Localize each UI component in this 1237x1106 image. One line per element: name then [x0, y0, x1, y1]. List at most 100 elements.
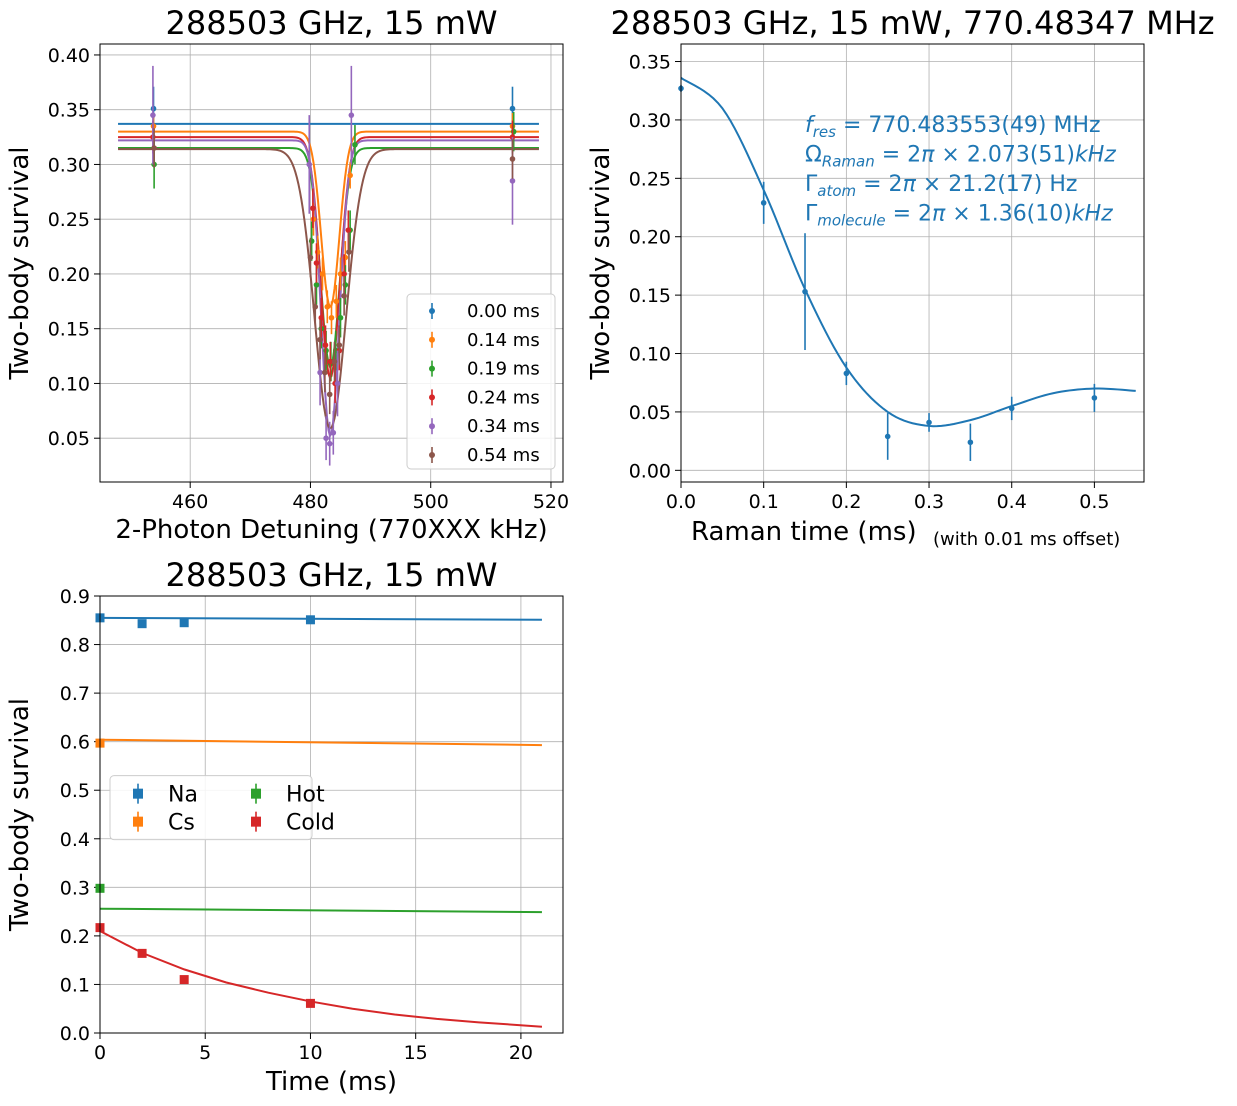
- annotation-part: Raman: [822, 153, 875, 171]
- fit-annotation: Γatom = 2π × 21.2(17) Hz: [805, 172, 1077, 200]
- data-point-4: [306, 161, 313, 168]
- legend-marker: [251, 816, 261, 827]
- y-tick-label: 0.15: [48, 319, 90, 341]
- y-tick-label: 0.00: [629, 460, 671, 482]
- annotation-part: res: [813, 123, 836, 141]
- data-point-2: [313, 282, 320, 288]
- data-point-5: [509, 156, 516, 162]
- data-point-3: [137, 948, 147, 958]
- data-point-3: [327, 358, 334, 365]
- legend-marker: [429, 365, 435, 372]
- data-point-5: [341, 293, 347, 299]
- y-axis-label: Two-body survival: [586, 146, 616, 380]
- x-tick-label: 0.3: [914, 491, 944, 513]
- x-tick-label: 10: [298, 1042, 322, 1064]
- data-point-5: [307, 254, 314, 261]
- data-point: [1091, 395, 1098, 401]
- data-point-1: [347, 172, 353, 179]
- y-tick-label: 0.05: [629, 402, 671, 424]
- y-tick-label: 0.25: [629, 168, 671, 190]
- data-point-0: [179, 618, 189, 628]
- legend-marker: [429, 336, 435, 343]
- legend-label: Cs: [168, 811, 195, 836]
- y-tick-label: 0.40: [48, 45, 90, 67]
- data-point-0: [137, 619, 147, 629]
- y-tick-label: 0.5: [60, 780, 90, 802]
- annotation-part: f: [805, 113, 816, 138]
- legend-label: 0.24 ms: [467, 387, 540, 408]
- y-tick-label: 0.7: [60, 683, 90, 705]
- data-point: [884, 433, 891, 440]
- annotation-part: = 2: [875, 143, 921, 168]
- legend-label: Na: [168, 783, 198, 808]
- data-point-1: [324, 304, 331, 310]
- x-tick-label: 0.4: [997, 491, 1027, 513]
- legend-label: 0.19 ms: [467, 359, 540, 380]
- fit-annotation: fres = 770.483553(49) MHz: [805, 113, 1101, 141]
- data-point-5: [336, 342, 343, 348]
- annotation-part: atom: [817, 182, 856, 200]
- data-point-4: [323, 435, 329, 442]
- annotation-part: Γ: [805, 172, 818, 197]
- axes-frame: [99, 43, 564, 483]
- legend-marker: [429, 394, 435, 401]
- legend-box: [406, 293, 556, 470]
- chart-title: 288503 GHz, 15 mW, 770.48347 MHz: [610, 4, 1214, 42]
- x-tick-label: 460: [172, 491, 208, 513]
- x-tick-label: 0: [94, 1042, 106, 1064]
- y-tick-label: 0.6: [60, 732, 90, 754]
- axes-frame: [99, 595, 564, 1034]
- y-tick-label: 0.10: [629, 344, 671, 366]
- fit-curve-1: [118, 130, 539, 309]
- annotation-part: kHz: [1072, 202, 1113, 227]
- y-tick-label: 0.4: [60, 829, 90, 851]
- x-tick-label: 0.5: [1079, 491, 1109, 513]
- fit-line-3: [99, 930, 543, 1028]
- x-tick-label: 0.0: [666, 491, 696, 513]
- data-point: [843, 370, 850, 377]
- fit-line-2: [99, 907, 542, 914]
- data-point: [1008, 405, 1015, 412]
- x-tick-label: 480: [292, 491, 328, 513]
- y-axis-label: Two-body survival: [5, 698, 35, 932]
- legend-label: 0.54 ms: [467, 445, 540, 466]
- data-point: [967, 439, 974, 446]
- data-point-3: [341, 271, 347, 277]
- legend-label: Hot: [286, 783, 325, 808]
- x-axis-label: Time (ms): [265, 1067, 397, 1097]
- legend-marker: [429, 308, 435, 314]
- data-point-3: [313, 260, 320, 266]
- legend-label: 0.00 ms: [467, 301, 540, 322]
- y-tick-label: 0.3: [60, 877, 90, 899]
- annotation-part: Γ: [805, 202, 818, 227]
- data-point-4: [330, 429, 337, 436]
- annotation-part: π: [932, 202, 946, 227]
- annotation-part: π: [921, 143, 935, 168]
- data-point-5: [346, 249, 352, 255]
- data-point-5: [326, 391, 333, 398]
- annotation-part: Ω: [805, 143, 822, 168]
- chart-1: 0.0 0.1 0.2 0.3 0.4 0.5 0.00 0.05 0.10 0.15 0.20 0.…: [586, 4, 1215, 550]
- legend-marker: [429, 423, 435, 430]
- y-tick-label: 0.0: [60, 1023, 90, 1045]
- y-tick-label: 0.35: [48, 100, 90, 122]
- data-point-4: [326, 440, 333, 447]
- annotation-part: × 21.2(17) Hz: [916, 172, 1078, 197]
- y-tick-label: 0.20: [629, 227, 671, 249]
- data-point-4: [509, 178, 516, 184]
- fit-curve-4: [118, 139, 539, 439]
- legend-label: 0.14 ms: [467, 330, 540, 351]
- data-point: [760, 200, 767, 206]
- fit-line-1: [99, 738, 542, 747]
- data-point: [802, 288, 808, 295]
- data-point-5: [331, 358, 338, 365]
- y-axis-label: Two-body survival: [5, 146, 35, 380]
- fit-line-0: [99, 616, 542, 621]
- y-tick-label: 0.9: [60, 586, 90, 608]
- y-tick-label: 0.05: [48, 428, 90, 450]
- data-point-4: [317, 369, 323, 376]
- y-tick-label: 0.2: [60, 926, 90, 948]
- data-point-1: [328, 314, 335, 321]
- y-tick-label: 0.30: [48, 154, 90, 176]
